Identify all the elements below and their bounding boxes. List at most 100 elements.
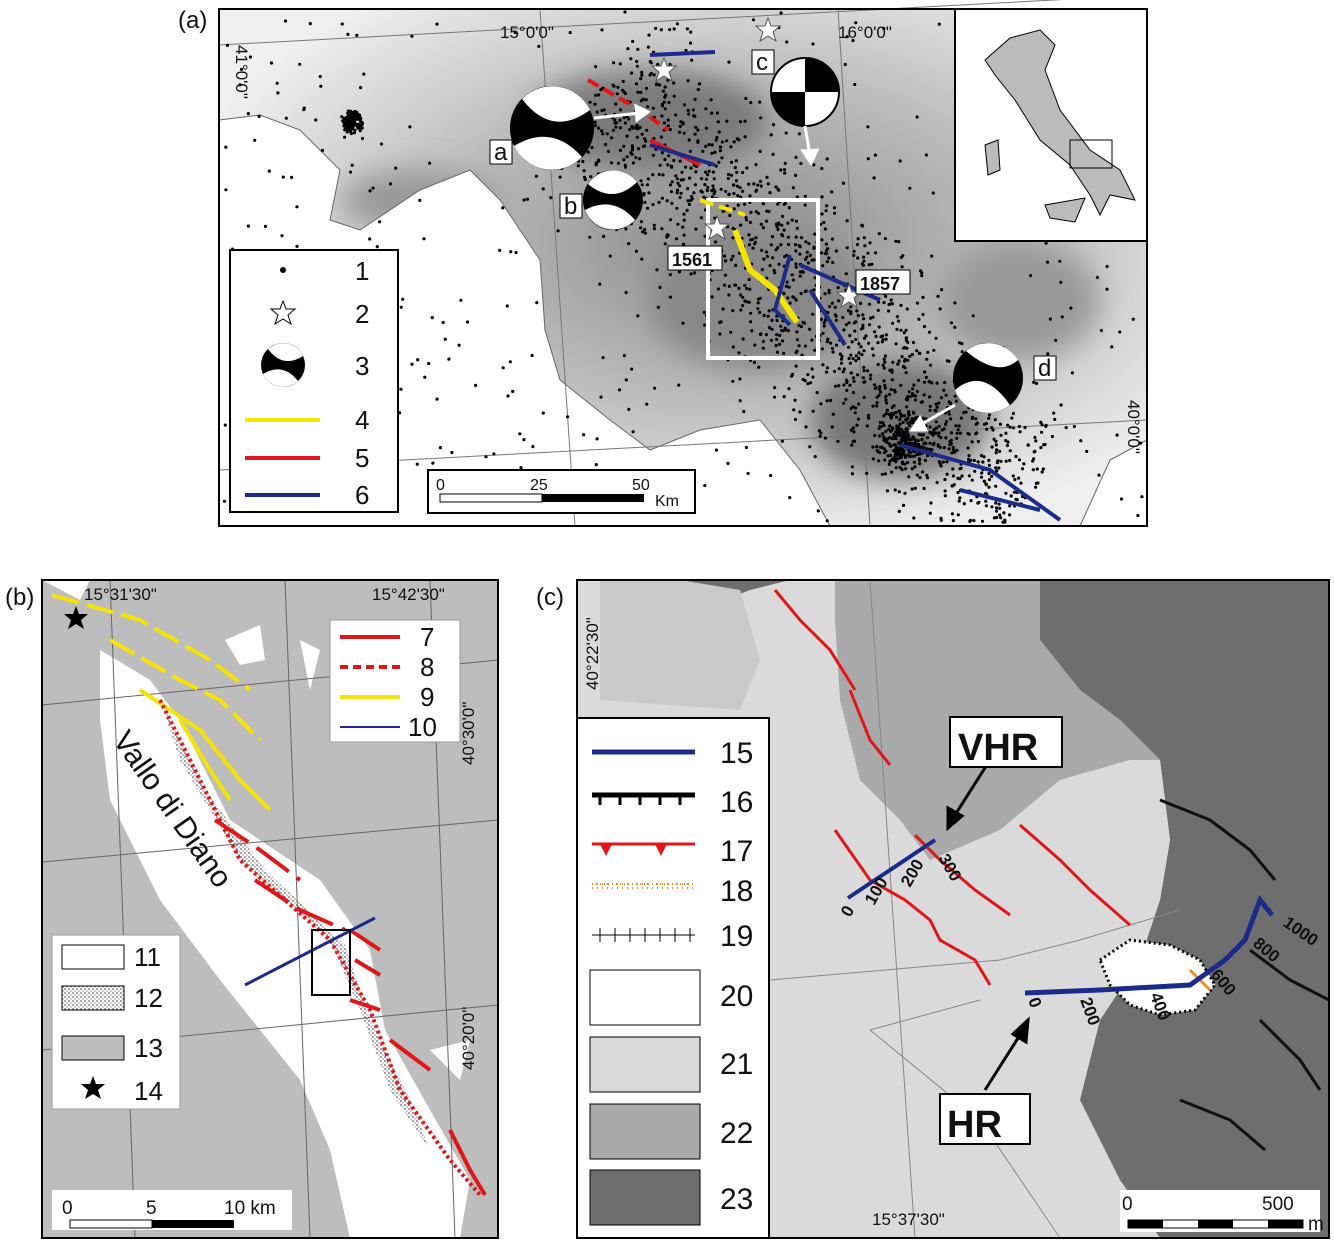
seismicity-dot [925, 447, 928, 450]
seismicity-dot [950, 451, 953, 454]
seismicity-dot [655, 82, 658, 85]
seismicity-dot [994, 440, 997, 443]
seismicity-dot [600, 129, 603, 132]
seismicity-dot [629, 151, 632, 154]
seismicity-dot [923, 487, 926, 490]
seismicity-dot [958, 424, 961, 427]
profile-name: VHR [958, 727, 1038, 769]
seismicity-dot [999, 460, 1002, 463]
legend-key: 21 [720, 1048, 753, 1081]
seismicity-dot [1018, 425, 1021, 428]
seismicity-dot [737, 351, 740, 354]
seismicity-dot [731, 380, 734, 383]
seismicity-dot [703, 183, 706, 186]
seismicity-dot [724, 190, 727, 193]
legend-key: 15 [720, 737, 753, 770]
seismicity-dot [990, 475, 993, 478]
seismicity-dot [825, 371, 828, 374]
seismicity-dot [885, 338, 888, 341]
seismicity-dot [706, 186, 709, 189]
seismicity-dot [811, 375, 814, 378]
seismicity-dot [795, 236, 798, 239]
seismicity-dot [882, 364, 885, 367]
seismicity-dot [270, 61, 273, 64]
seismicity-dot [948, 447, 951, 450]
seismicity-dot [930, 255, 933, 258]
seismicity-dot [716, 111, 719, 114]
seismicity-dot [671, 180, 674, 183]
seismicity-dot [680, 171, 683, 174]
seismicity-dot [682, 121, 685, 124]
seismicity-dot [975, 423, 978, 426]
seismicity-dot [938, 23, 941, 26]
seismicity-dot [890, 412, 893, 415]
seismicity-dot [810, 339, 813, 342]
seismicity-dot [871, 446, 874, 449]
seismicity-dot [856, 256, 859, 259]
seismicity-dot [889, 430, 892, 433]
seismicity-dot [973, 459, 976, 462]
seismicity-dot [796, 338, 799, 341]
seismicity-dot [869, 374, 872, 377]
seismicity-dot [727, 61, 730, 64]
seismicity-dot [742, 337, 745, 340]
seismicity-dot [829, 399, 832, 402]
seismicity-dot [854, 411, 857, 414]
seismicity-dot [659, 164, 662, 167]
seismicity-dot [926, 351, 929, 354]
seismicity-dot [1027, 443, 1030, 446]
seismicity-dot [861, 324, 864, 327]
scale-label: 25 [530, 477, 548, 494]
seismicity-dot [956, 432, 959, 435]
seismicity-dot [995, 448, 998, 451]
seismicity-dot [856, 373, 859, 376]
scale-bar [440, 494, 542, 502]
seismicity-dot [704, 107, 707, 110]
seismicity-dot [775, 338, 778, 341]
seismicity-dot [692, 114, 695, 117]
seismicity-dot [891, 371, 894, 374]
seismicity-dot [733, 284, 736, 287]
seismicity-dot [950, 431, 953, 434]
seismicity-dot [869, 317, 872, 320]
seismicity-dot [998, 450, 1001, 453]
seismicity-dot [535, 175, 538, 178]
seismicity-dot [526, 198, 529, 201]
seismicity-dot [1012, 412, 1015, 415]
seismicity-dot [792, 278, 795, 281]
seismicity-dot [1010, 494, 1013, 497]
seismicity-dot [1018, 458, 1021, 461]
seismicity-dot [710, 112, 713, 115]
seismicity-dot [531, 445, 534, 448]
seismicity-dot [712, 171, 715, 174]
seismicity-dot [759, 332, 762, 335]
seismicity-dot [881, 473, 884, 476]
seismicity-dot [779, 168, 782, 171]
seismicity-dot [1006, 424, 1009, 427]
seismicity-dot [1036, 467, 1039, 470]
seismicity-dot [1110, 345, 1113, 348]
seismicity-dot [897, 320, 900, 323]
seismicity-dot [922, 442, 925, 445]
seismicity-dot [733, 207, 736, 210]
seismicity-dot [787, 236, 790, 239]
seismicity-dot [878, 325, 881, 328]
seismicity-dot [713, 190, 716, 193]
seismicity-dot [819, 431, 822, 434]
seismicity-dot [224, 188, 227, 191]
seismicity-dot [696, 141, 699, 144]
seismicity-dot [614, 126, 617, 129]
seismicity-dot [896, 315, 899, 318]
seismicity-dot [862, 260, 865, 263]
seismicity-dot [883, 358, 886, 361]
seismicity-dot [665, 235, 668, 238]
seismicity-dot [882, 435, 885, 438]
seismicity-dot [683, 132, 686, 135]
seismicity-dot [826, 247, 829, 250]
seismicity-dot [794, 243, 797, 246]
seismicity-dot [660, 227, 663, 230]
seismicity-dot [754, 163, 757, 166]
seismicity-dot [806, 251, 809, 254]
seismicity-dot [601, 132, 604, 135]
seismicity-dot [752, 182, 755, 185]
